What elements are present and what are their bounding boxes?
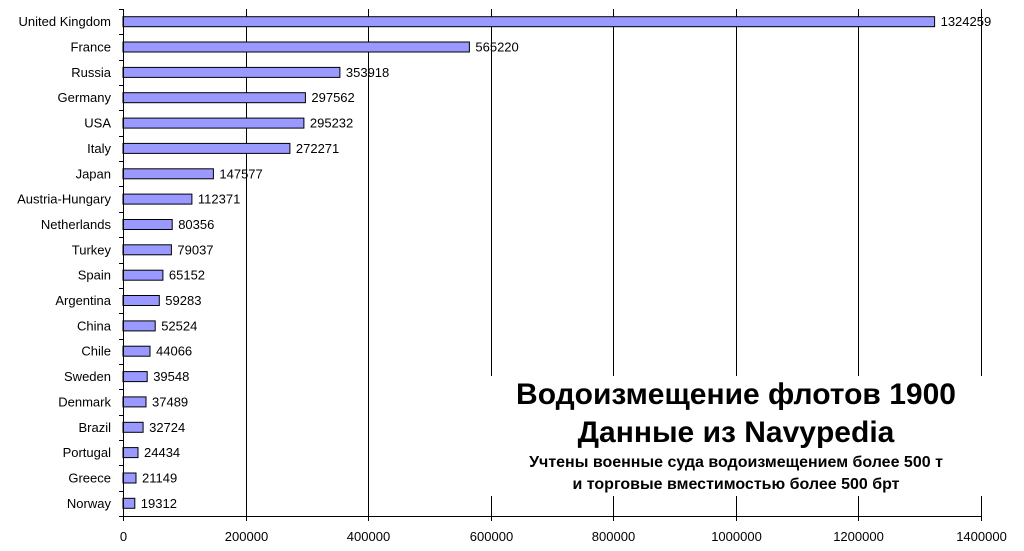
category-label: United Kingdom [19,14,112,29]
chart-note-1: Учтены военные суда водоизмещением более… [529,454,943,471]
bar [122,219,173,230]
category-label: Italy [87,141,111,156]
bar [122,320,156,332]
chart-note-2: и торговые вместимостью более 500 брт [572,476,900,493]
chart-title-block: Водоизмещение флотов 1900 Данные из Navy… [466,376,1006,496]
data-label: 80356 [178,217,214,232]
data-label: 32724 [149,420,185,435]
bar [122,396,147,408]
chart-subtitle: Данные из Navypedia [577,416,895,449]
data-label: 19312 [141,496,177,511]
category-label: Denmark [58,394,111,409]
bar [122,92,306,104]
category-label: Argentina [55,293,111,308]
data-label: 21149 [142,471,177,486]
data-label: 59283 [165,293,201,308]
data-label: 353918 [346,65,389,80]
bar [122,295,160,306]
x-tick-label: 400000 [347,529,390,544]
bar [122,421,144,433]
bar [122,345,151,357]
bar [122,16,936,28]
bar [122,142,291,154]
data-label: 44066 [156,344,192,359]
category-label: Russia [71,65,112,80]
category-label: Netherlands [41,217,112,232]
data-label: 39548 [153,369,189,384]
category-label: Turkey [72,242,112,257]
data-label: 295232 [310,116,353,131]
x-tick-label: 1400000 [956,529,1007,544]
bar [122,472,137,484]
bar [122,41,470,53]
bar [122,193,193,205]
data-label: 24434 [144,445,180,460]
x-tick-labels: 0 200000 400000 600000 800000 1000000 1200000 1… [120,529,1007,544]
x-tick-label: 200000 [225,529,268,544]
data-label: 79037 [177,242,213,257]
data-label: 297562 [311,90,354,105]
category-label: Spain [78,268,111,283]
bar [122,168,214,180]
category-label: Sweden [64,369,111,384]
category-label: Germany [58,90,112,105]
x-tick-label: 800000 [592,529,635,544]
bar [122,269,164,281]
data-label: 37489 [152,394,188,409]
data-label: 52524 [161,318,197,333]
category-label: Japan [76,166,111,181]
category-label: Brazil [78,420,111,435]
bar [122,117,305,129]
bar [122,497,136,509]
category-label: France [71,40,111,55]
bar [122,371,148,383]
bar [122,66,341,78]
category-label: Norway [67,496,112,511]
x-tick-label: 1000000 [711,529,762,544]
axes [119,9,982,521]
category-label: USA [84,116,111,131]
x-tick-label: 600000 [470,529,513,544]
category-label: Chile [81,344,111,359]
gridlines [246,9,982,516]
data-label: 1324259 [941,14,992,29]
category-labels: United Kingdom France Russia Germany USA Ital… [17,14,112,511]
category-label: Austria-Hungary [17,192,111,207]
data-label: 565220 [475,40,518,55]
data-label: 147577 [219,166,262,181]
category-label: Portugal [63,445,112,460]
chart-title: Водоизмещение флотов 1900 [516,378,956,411]
data-label: 65152 [169,268,205,283]
category-label: Greece [68,471,111,486]
data-label: 112371 [198,192,240,207]
data-label: 272271 [296,141,339,156]
bar [122,244,172,256]
category-label: China [77,318,112,333]
value-labels: 1324259 565220 353918 297562 295232 272271 147… [141,14,991,511]
bar [122,447,139,459]
x-tick-label: 1200000 [833,529,884,544]
x-tick-label: 0 [120,529,127,544]
